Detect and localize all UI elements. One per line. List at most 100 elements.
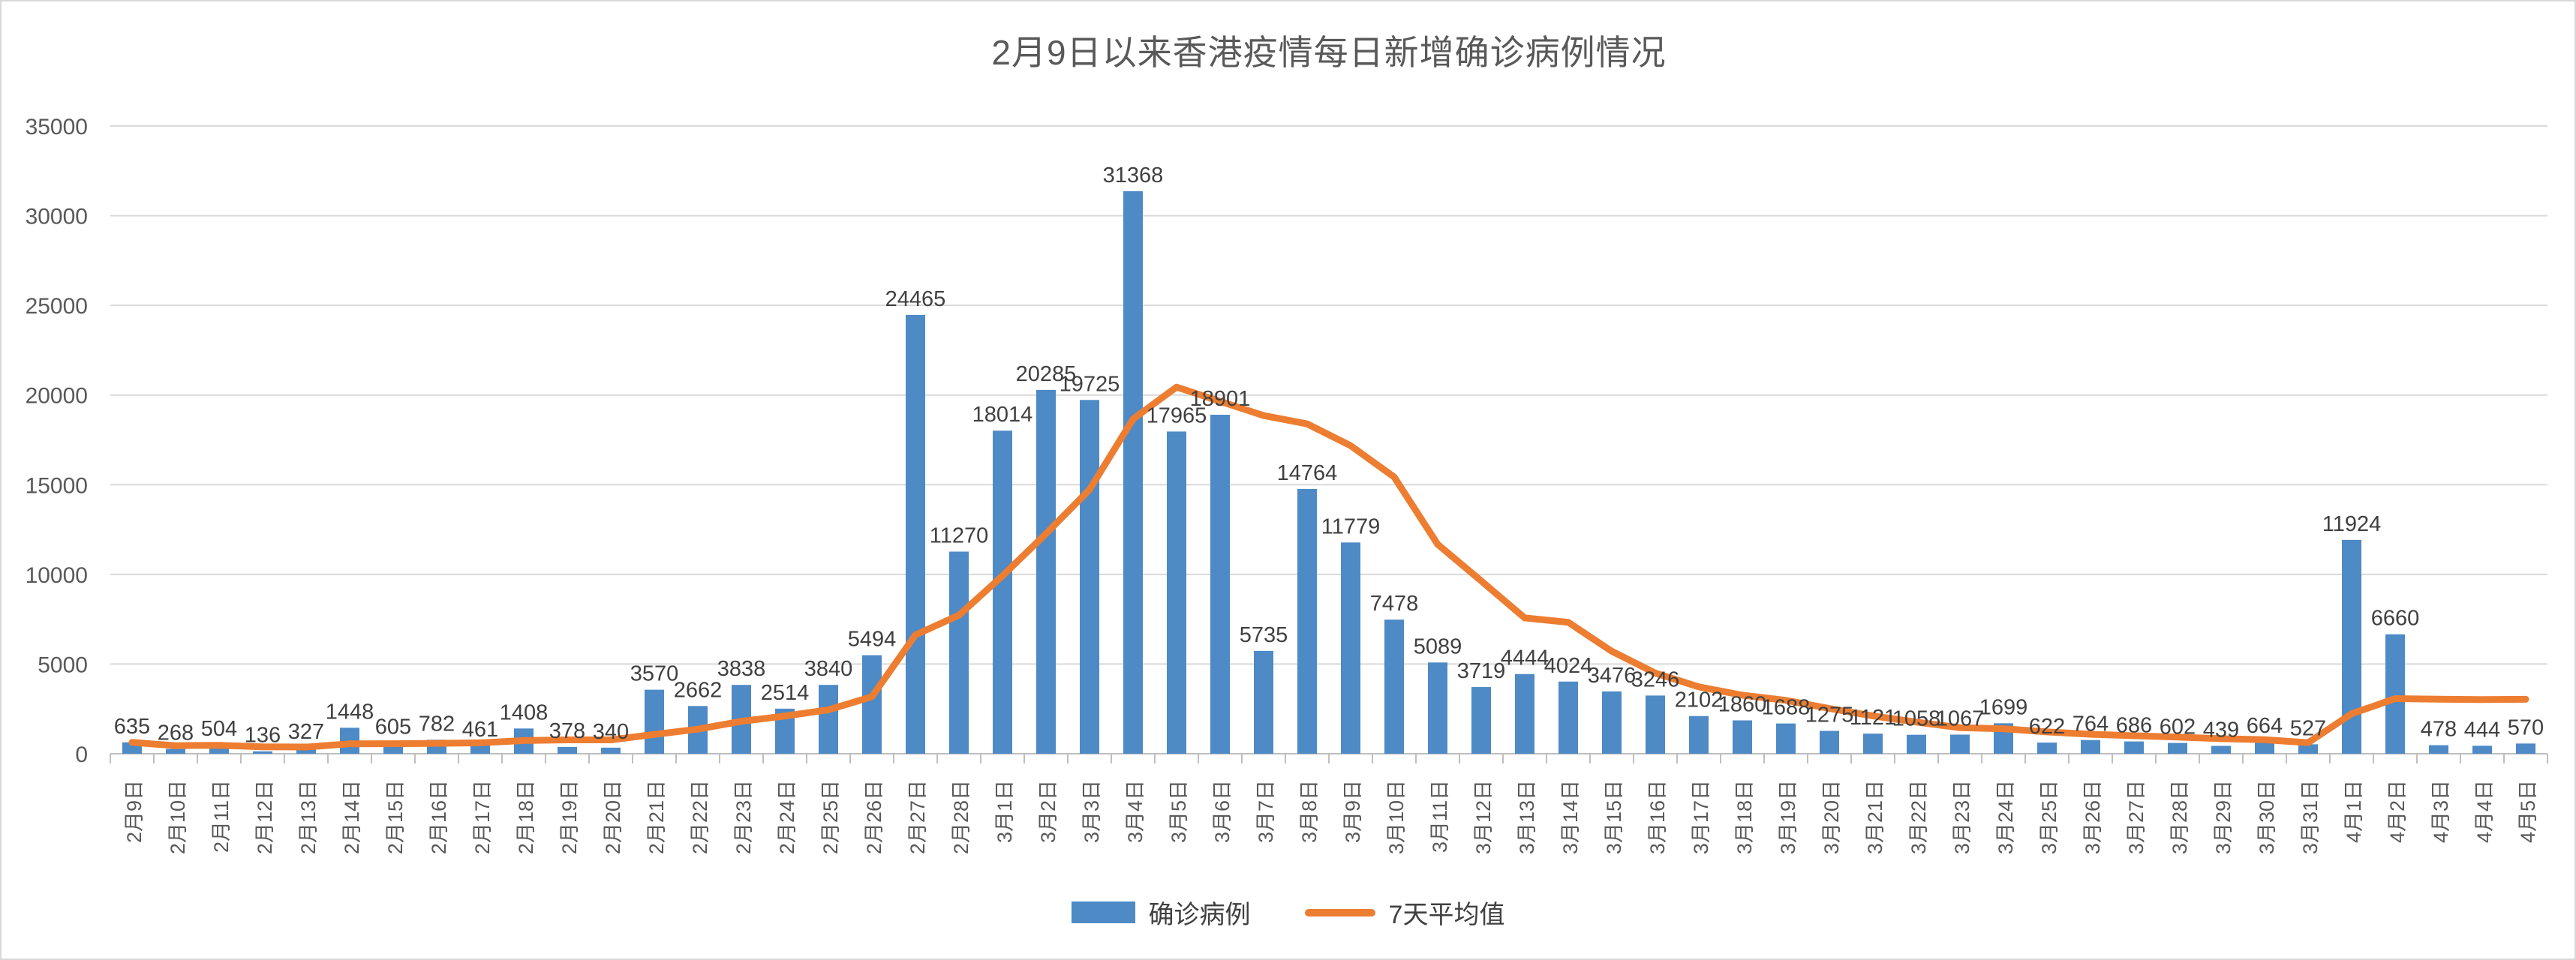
bar (1167, 431, 1186, 754)
x-tick-label: 2月14日 (341, 780, 363, 854)
x-tick-label: 3月7日 (1255, 780, 1277, 843)
bar-value-label: 136 (245, 724, 281, 748)
x-tick-label: 3月9日 (1342, 780, 1364, 843)
bar (2472, 746, 2492, 754)
bar-value-label: 602 (2160, 716, 2196, 740)
bar-value-label: 622 (2029, 715, 2065, 739)
x-tick-label: 2月15日 (384, 780, 407, 854)
bar-value-label: 527 (2290, 716, 2326, 740)
bar (2385, 634, 2405, 754)
x-tick-label: 3月26日 (2082, 780, 2104, 854)
x-tick-label: 3月19日 (1777, 780, 1799, 854)
x-tick-label: 4月3日 (2430, 780, 2452, 843)
bar (906, 314, 925, 754)
x-tick-label: 3月25日 (2038, 780, 2060, 854)
bar-value-label: 2662 (674, 678, 723, 702)
bar (1123, 190, 1143, 754)
x-tick-label: 3月3日 (1081, 780, 1103, 843)
x-tick-label: 3月14日 (1559, 780, 1582, 854)
bar-value-label: 439 (2203, 718, 2239, 742)
legend-label-average: 7天平均值 (1388, 901, 1505, 929)
bar-value-label: 3838 (717, 657, 766, 681)
bar-value-label: 378 (549, 719, 585, 743)
bar-value-label: 4024 (1544, 654, 1593, 678)
bar (601, 747, 621, 754)
legend-label-confirmed-cases: 确诊病例 (1148, 901, 1251, 929)
y-tick-label: 5000 (38, 652, 88, 677)
x-tick-label: 2月17日 (471, 780, 494, 854)
x-tick-label: 3月12日 (1472, 780, 1495, 854)
bar-value-label: 5494 (848, 628, 897, 652)
bar-value-label: 11270 (930, 524, 989, 548)
chart-title: 2月9日以来香港疫情每日新增确诊病例情况 (991, 33, 1667, 72)
bar-value-label: 570 (2508, 716, 2544, 740)
bar (1080, 400, 1099, 754)
x-tick-label: 2月23日 (732, 780, 755, 854)
average-line-series (128, 383, 2529, 751)
bar-value-label: 340 (593, 720, 629, 744)
bar (2429, 745, 2448, 754)
bar (1646, 695, 1665, 754)
x-tick-label: 3月28日 (2169, 780, 2191, 854)
bar-value-label: 24465 (885, 287, 946, 311)
bar-value-label: 11779 (1321, 514, 1381, 538)
bar-value-label: 664 (2247, 714, 2283, 738)
x-tick-label: 2月16日 (428, 780, 450, 854)
bar-value-label: 2514 (761, 681, 810, 705)
x-tick-label: 3月21日 (1864, 780, 1886, 854)
bar-value-label: 635 (114, 715, 150, 739)
bar-value-label: 605 (375, 716, 411, 740)
bar-value-label: 6660 (2371, 607, 2420, 631)
average-line (128, 383, 2529, 751)
y-tick-label: 10000 (26, 563, 88, 588)
bar (2516, 743, 2535, 754)
bar-value-label: 444 (2464, 718, 2500, 742)
x-tick-label: 3月6日 (1211, 780, 1234, 843)
x-tick-label: 4月1日 (2343, 780, 2365, 843)
x-tick-label: 4月4日 (2473, 780, 2496, 843)
bar-value-label: 1275 (1805, 704, 1854, 728)
bar-value-label: 686 (2116, 714, 2152, 738)
bar (166, 748, 185, 754)
x-tick-label: 2月10日 (167, 780, 189, 854)
x-tick-label: 2月25日 (819, 780, 842, 854)
bar (1907, 734, 1926, 754)
bar-value-label: 1408 (500, 700, 549, 724)
bar (2037, 742, 2057, 754)
bar (2081, 740, 2100, 754)
bar (2211, 746, 2231, 754)
x-tick-label: 2月27日 (906, 780, 929, 854)
bar-swatch-icon (1071, 902, 1135, 923)
x-tick-label: 3月8日 (1298, 780, 1321, 843)
x-tick-label: 4月2日 (2386, 780, 2409, 843)
bar-value-label: 20285 (1016, 362, 1077, 386)
x-tick-label: 2月20日 (602, 780, 624, 854)
bar (1036, 389, 1056, 754)
bar-value-label: 14764 (1277, 461, 1338, 485)
x-tick-label: 3月23日 (1951, 780, 1973, 854)
bar-value-label: 1688 (1762, 696, 1811, 720)
y-tick-label: 20000 (26, 384, 88, 409)
bar (1210, 414, 1230, 754)
bar-value-label: 461 (462, 718, 498, 742)
bar-value-label: 782 (419, 712, 455, 736)
y-tick-label: 15000 (26, 473, 88, 498)
bar-value-label: 17965 (1147, 404, 1207, 428)
line-swatch-icon (1304, 908, 1375, 916)
bar (1384, 620, 1404, 754)
y-tick-label: 0 (75, 742, 88, 767)
legend: 确诊病例 7天平均值 (0, 894, 2576, 931)
x-tick-label: 3月27日 (2125, 780, 2148, 854)
bar-value-label: 3246 (1631, 668, 1680, 692)
x-tick-label: 3月16日 (1646, 780, 1669, 854)
bar (1776, 723, 1796, 754)
x-tick-label: 3月22日 (1907, 780, 1930, 854)
bar (993, 430, 1012, 754)
x-tick-label: 3月29日 (2212, 780, 2235, 854)
bar (1559, 681, 1578, 754)
bar-value-label: 1121 (1850, 706, 1896, 730)
bar (253, 751, 272, 754)
bar (1820, 730, 1839, 754)
